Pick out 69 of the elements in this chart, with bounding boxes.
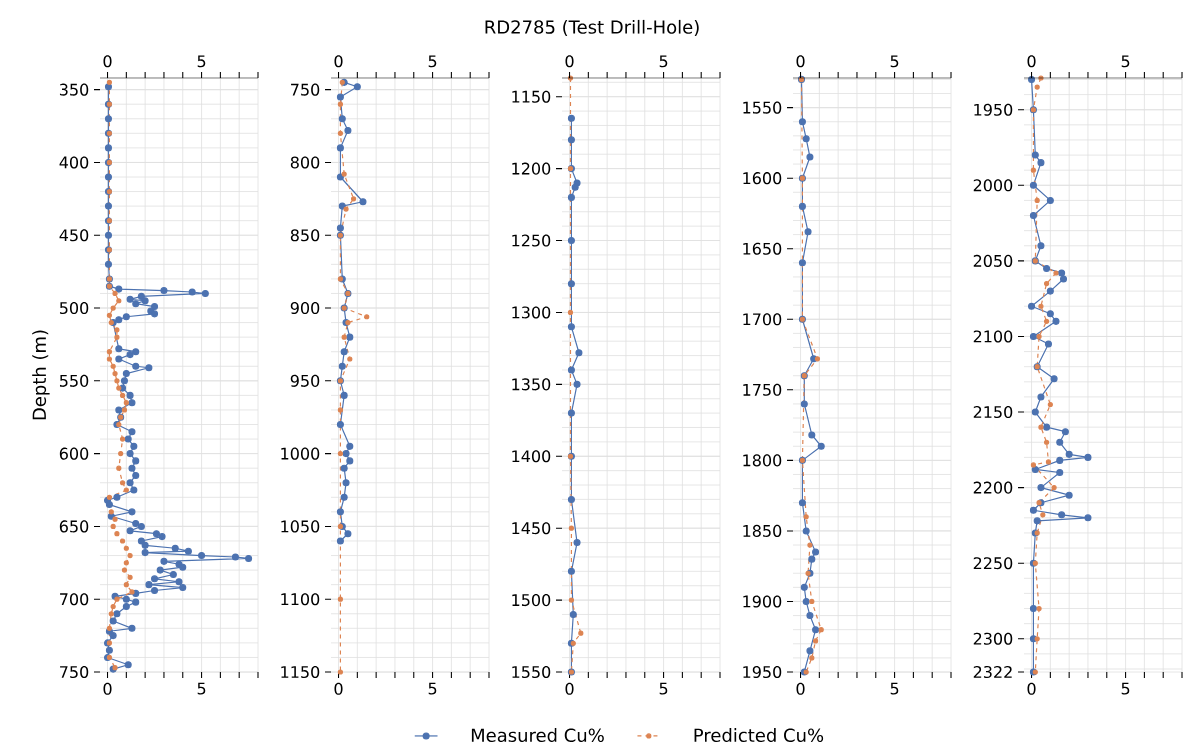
x-tick-label: 5 [659,682,668,695]
y-tick-label: 950 [290,374,320,387]
x2-tick-label: 0 [1027,55,1036,68]
y-tick-label: 1900 [743,595,782,608]
y-axis-title: Depth (m) [32,330,50,420]
y-tick-label: 550 [59,374,89,387]
x2-tick-label: 5 [1121,55,1130,68]
y-tick-label: 1700 [743,313,782,326]
y-tick-label: 1350 [512,378,551,391]
x-tick-label: 0 [334,682,343,695]
x2-tick-label: 0 [334,55,343,68]
x-tick-label: 5 [890,682,899,695]
legend-label: Measured Cu% [471,728,604,742]
x-tick-label: 0 [796,682,805,695]
x2-tick-label: 5 [428,55,437,68]
y-tick-label: 350 [59,83,89,96]
y-tick-label: 900 [290,301,320,315]
y-tick-label: 800 [290,156,320,169]
y-tick-label: 1950 [743,665,782,679]
y-tick-label: 1400 [512,450,551,463]
y-tick-label: 2150 [973,405,1013,419]
x-tick-label: 5 [197,682,206,695]
y-tick-label: 1750 [743,383,782,396]
y-tick-label: 1450 [512,522,551,535]
x-tick-label: 0 [565,682,574,695]
legend-label: Predicted Cu% [694,728,824,742]
y-tick-label: 650 [59,520,89,533]
x2-tick-label: 5 [890,55,899,68]
chart-title: RD2785 (Test Drill-Hole) [485,19,699,36]
y-tick-label: 1950 [974,103,1013,116]
y-tick-label: 1500 [512,594,551,607]
y-tick-label: 1150 [512,90,551,103]
x-tick-label: 0 [103,682,112,695]
y-tick-label: 2200 [973,481,1013,494]
y-tick-label: 1550 [743,101,782,114]
y-tick-label: 750 [60,665,89,679]
y-tick-label: 850 [290,229,320,242]
y-tick-label: 1550 [512,665,551,679]
y-tick-label: 750 [291,83,320,96]
y-tick-label: 1650 [743,242,782,255]
x2-tick-label: 0 [565,55,574,68]
y-tick-label: 2000 [973,179,1013,192]
x2-tick-label: 0 [796,55,805,68]
y-tick-label: 1250 [512,234,551,247]
y-tick-label: 1100 [281,593,320,606]
y-tick-label: 1050 [281,520,320,533]
y-tick-label: 1600 [743,172,782,185]
y-tick-label: 450 [59,229,89,242]
y-tick-label: 2250 [973,557,1013,570]
x2-tick-label: 0 [103,55,112,68]
x-tick-label: 0 [1027,682,1036,695]
x2-tick-label: 5 [659,55,668,68]
y-tick-label: 2322 [973,665,1012,679]
x-tick-label: 5 [428,682,437,695]
x-tick-label: 5 [1121,682,1130,695]
y-tick-label: 500 [59,301,89,315]
y-tick-label: 600 [59,447,89,460]
y-tick-label: 700 [60,593,89,606]
y-tick-label: 1150 [281,665,320,679]
y-tick-label: 1800 [743,454,782,467]
x2-tick-label: 5 [197,55,206,68]
y-tick-label: 2100 [973,330,1013,343]
y-tick-label: 1850 [743,524,782,537]
y-tick-label: 2050 [973,254,1013,267]
y-tick-label: 1000 [281,447,320,460]
y-tick-label: 1300 [512,306,551,319]
y-tick-label: 2300 [973,632,1013,645]
y-tick-label: 1200 [512,162,551,175]
y-tick-label: 400 [59,156,89,169]
